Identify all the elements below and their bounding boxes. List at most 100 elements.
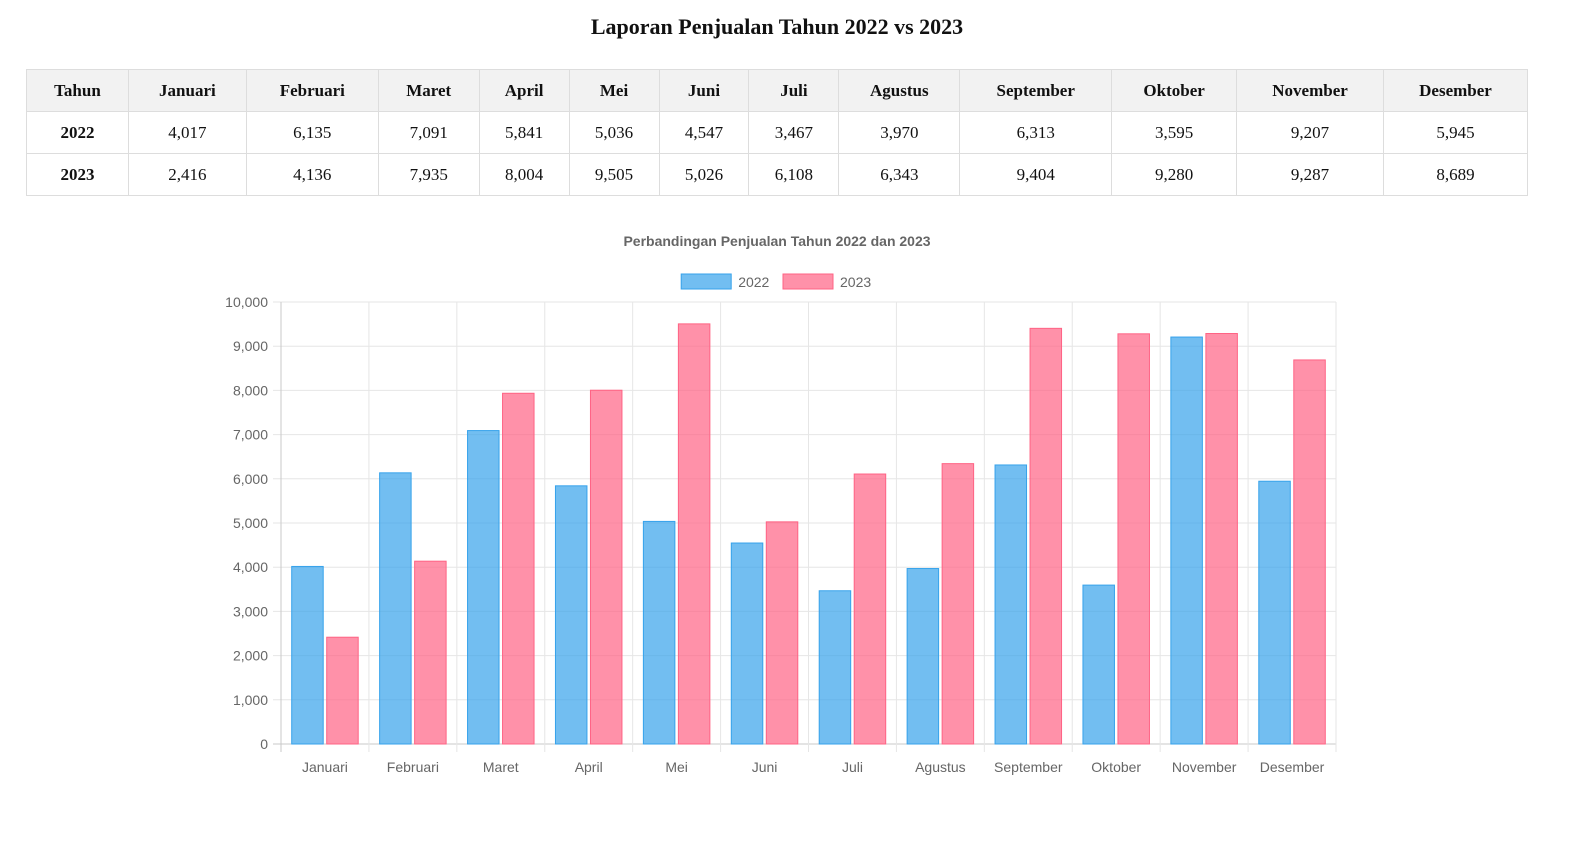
- table-cell: 5,945: [1382, 111, 1529, 154]
- y-tick-label: 8,000: [233, 382, 268, 398]
- chart-grid: [273, 301, 1337, 752]
- bar-2022: [1170, 336, 1203, 745]
- table-cell: 3,467: [748, 111, 840, 154]
- x-tick-label: Desember: [1260, 759, 1325, 775]
- table-header-month: Januari: [127, 69, 247, 112]
- bar-2023: [1117, 333, 1150, 745]
- table-cell: 8,004: [478, 153, 570, 196]
- bar-2023: [677, 323, 711, 745]
- y-tick-label: 6,000: [233, 471, 268, 487]
- table-cell: 6,108: [748, 153, 840, 196]
- y-tick-label: 1,000: [233, 692, 268, 708]
- table-row: 2022 4,017 6,135 7,091 5,841 5,036 4,547…: [26, 111, 1529, 154]
- y-tick-label: 5,000: [233, 515, 268, 531]
- y-axis: 0 1,000 2,000 3,000 4,000 5,000 6,000 7,000 8,00…: [225, 294, 268, 752]
- table-cell: 9,404: [959, 153, 1113, 196]
- table-header-month: Juli: [748, 69, 840, 112]
- legend-swatch: [680, 273, 732, 290]
- bar-2022: [994, 464, 1028, 745]
- table-cell: 9,207: [1236, 111, 1384, 154]
- y-tick-label: 2,000: [233, 648, 268, 664]
- bar-2023: [502, 392, 535, 745]
- chart-container: Perbandingan Penjualan Tahun 2022 dan 20…: [0, 220, 1578, 820]
- table-cell: 6,135: [245, 111, 379, 154]
- table-cell: 8,689: [1382, 153, 1529, 196]
- table-cell: 4,017: [127, 111, 247, 154]
- bar-chart: Perbandingan Penjualan Tahun 2022 dan 20…: [225, 233, 1337, 775]
- x-tick-label: Oktober: [1091, 759, 1141, 775]
- bar-2022: [379, 472, 412, 745]
- table-header-month: September: [959, 69, 1113, 112]
- table-cell: 3,595: [1111, 111, 1238, 154]
- bar-2022: [291, 565, 324, 745]
- x-tick-label: Maret: [483, 759, 519, 775]
- legend-swatch: [782, 273, 834, 290]
- table-cell: 9,505: [568, 153, 660, 196]
- table-cell: 7,935: [377, 153, 480, 196]
- y-tick-label: 3,000: [233, 603, 268, 619]
- table-header-month: Maret: [377, 69, 480, 112]
- bar-2022: [906, 568, 940, 745]
- page-title: Laporan Penjualan Tahun 2022 vs 2023: [590, 14, 964, 39]
- bar-2023: [414, 560, 447, 745]
- y-tick-label: 9,000: [233, 338, 268, 354]
- table-cell: 5,026: [658, 153, 750, 196]
- x-tick-label: Juni: [752, 759, 778, 775]
- sales-table: Tahun Januari Februari Maret April Mei J…: [26, 69, 1529, 196]
- bar-2022: [730, 542, 764, 745]
- table-row: 2023 2,416 4,136 7,935 8,004 9,505 5,026…: [26, 153, 1529, 196]
- y-tick-label: 7,000: [233, 427, 268, 443]
- bar-2023: [1029, 327, 1063, 745]
- table-header-month: Mei: [568, 69, 660, 112]
- x-axis: Januari Februari Maret April Mei Juni Juli Agus…: [302, 759, 1325, 775]
- y-tick-label: 10,000: [225, 294, 268, 310]
- table-cell: 6,343: [838, 153, 961, 196]
- table-cell: 5,841: [478, 111, 570, 154]
- y-tick-label: 0: [260, 736, 268, 752]
- table-cell: 9,280: [1111, 153, 1238, 196]
- chart-title: Perbandingan Penjualan Tahun 2022 dan 20…: [623, 233, 930, 249]
- table-cell: 3,970: [838, 111, 961, 154]
- x-tick-label: Juli: [842, 759, 863, 775]
- x-tick-label: September: [994, 759, 1063, 775]
- x-tick-label: Mei: [665, 759, 688, 775]
- table-header-month: April: [478, 69, 570, 112]
- chart-legend: 2022 2023: [680, 273, 871, 290]
- x-tick-label: November: [1172, 759, 1237, 775]
- table-header-month: Oktober: [1111, 69, 1238, 112]
- bar-2022: [467, 430, 500, 745]
- table-cell: 7,091: [377, 111, 480, 154]
- table-header-month: Agustus: [838, 69, 961, 112]
- table-header-month: November: [1236, 69, 1384, 112]
- bar-2023: [589, 389, 623, 745]
- bar-2023: [941, 463, 975, 745]
- table-header-month: Juni: [658, 69, 750, 112]
- bar-2023: [326, 636, 359, 745]
- table-cell: 4,547: [658, 111, 750, 154]
- table-cell: 2,416: [127, 153, 247, 196]
- table-header-month: Desember: [1382, 69, 1529, 112]
- bar-2023: [1293, 359, 1326, 745]
- bar-2022: [1082, 584, 1115, 745]
- bar-2023: [853, 473, 887, 745]
- x-tick-label: Januari: [302, 759, 348, 775]
- chart-bars: [291, 323, 1326, 745]
- x-tick-label: Februari: [387, 759, 439, 775]
- bar-2023: [1205, 333, 1238, 745]
- bar-2022: [554, 485, 588, 745]
- bar-2022: [818, 590, 852, 745]
- table-header-month: Februari: [245, 69, 379, 112]
- legend-label: 2023: [840, 274, 871, 290]
- table-header-row: Tahun Januari Februari Maret April Mei J…: [26, 69, 1529, 112]
- bar-2022: [642, 520, 676, 745]
- table-row-year: 2022: [26, 111, 129, 154]
- legend-label: 2022: [738, 274, 769, 290]
- bar-2022: [1258, 480, 1291, 745]
- y-tick-label: 4,000: [233, 559, 268, 575]
- table-row-year: 2023: [26, 153, 129, 196]
- table-header-year: Tahun: [26, 69, 129, 112]
- table-cell: 4,136: [245, 153, 379, 196]
- x-tick-label: April: [575, 759, 603, 775]
- bar-2023: [765, 521, 799, 745]
- x-tick-label: Agustus: [915, 759, 966, 775]
